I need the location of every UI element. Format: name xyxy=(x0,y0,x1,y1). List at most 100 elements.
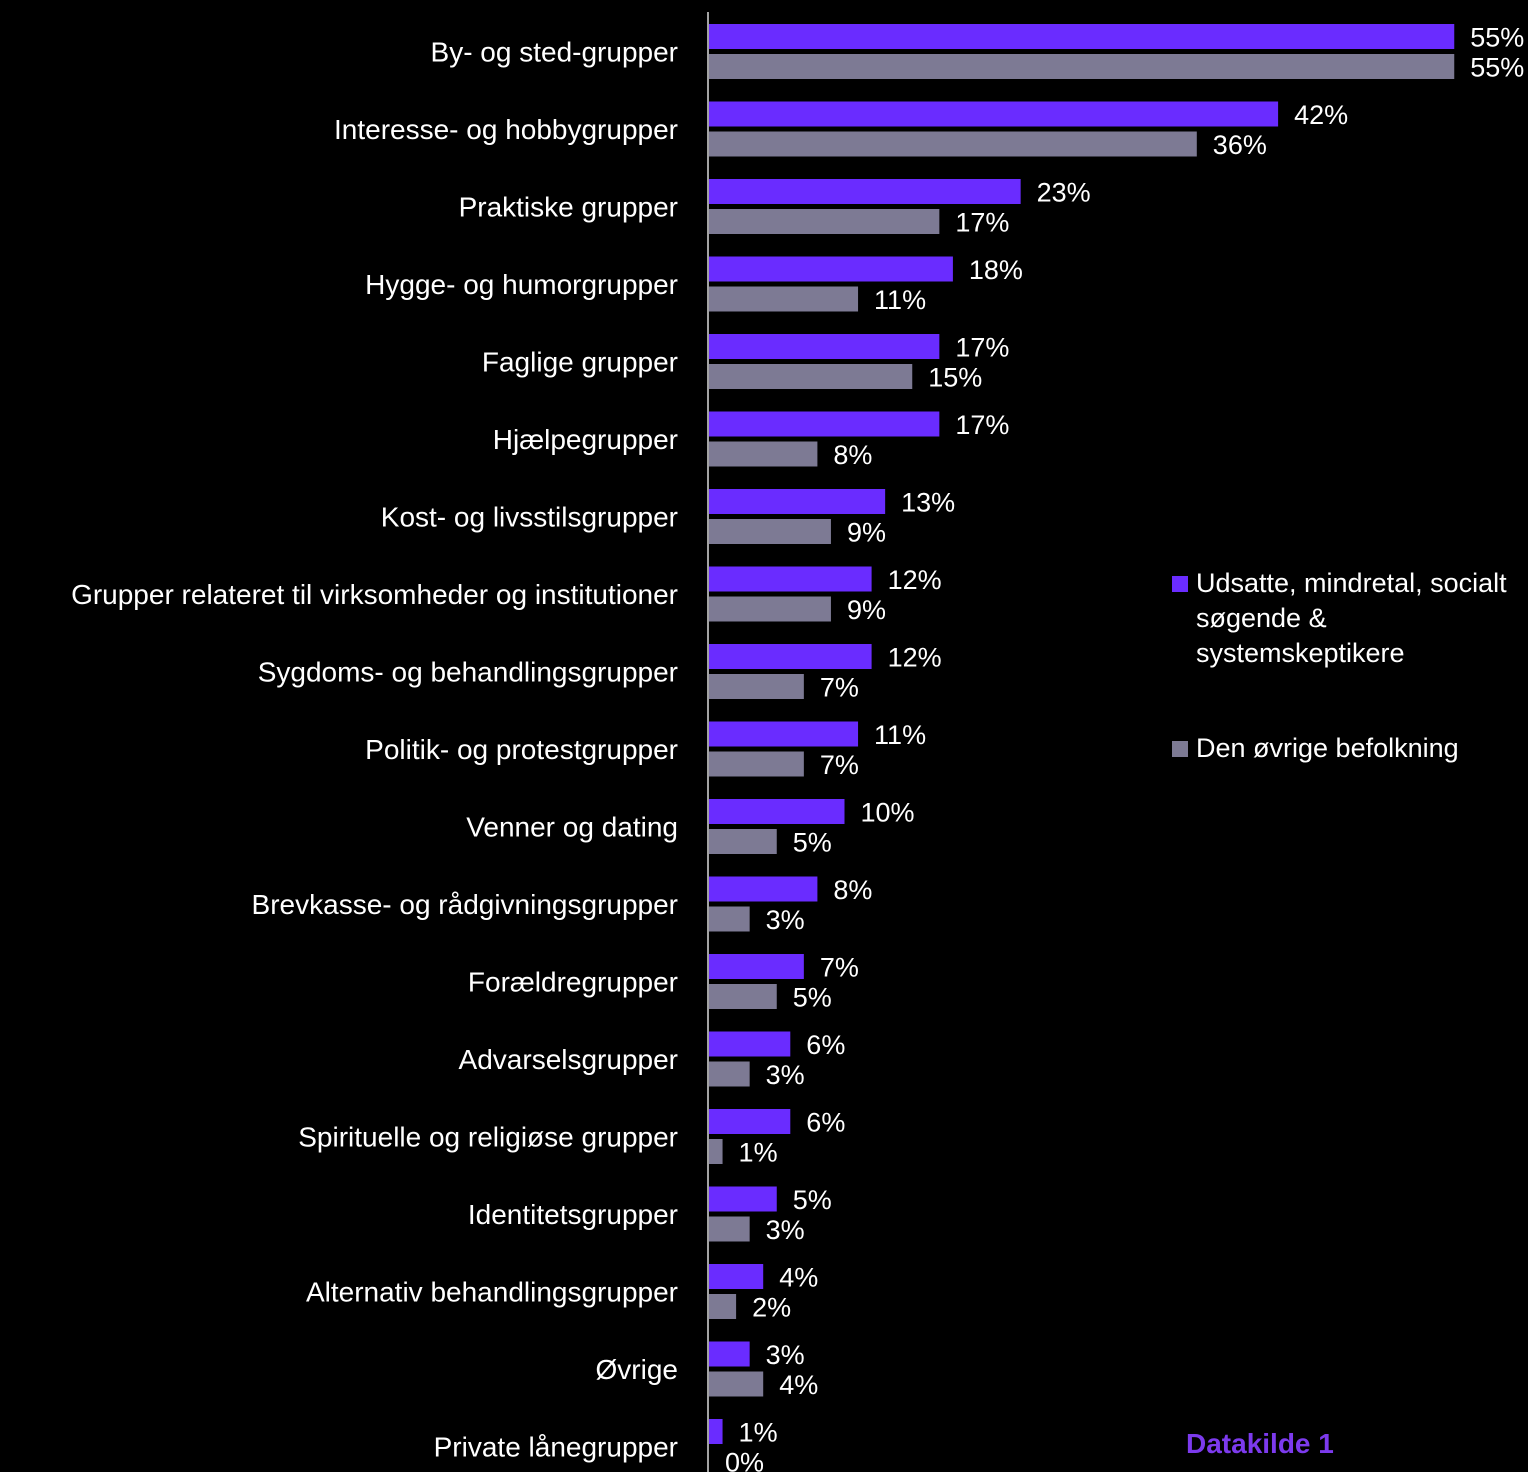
data-label-series-1: 13% xyxy=(901,488,955,518)
category-label: Faglige grupper xyxy=(482,347,678,378)
data-label-series-2: 36% xyxy=(1213,130,1267,160)
category-label: Sygdoms- og behandlingsgrupper xyxy=(258,657,678,688)
data-label-series-2: 3% xyxy=(766,1215,805,1245)
bar-series-2 xyxy=(709,596,831,622)
data-label-series-2: 5% xyxy=(793,828,832,858)
bar-series-2 xyxy=(709,1139,723,1164)
bar-series-2 xyxy=(709,364,913,389)
category-label: Forældregrupper xyxy=(468,967,678,998)
category-label: Praktiske grupper xyxy=(459,192,678,223)
bar-series-2 xyxy=(709,131,1197,157)
bar-series-2 xyxy=(709,209,940,234)
data-label-series-1: 12% xyxy=(888,565,942,595)
category-label: Private lånegrupper xyxy=(434,1432,678,1463)
category-label: Øvrige xyxy=(596,1354,678,1385)
data-label-series-2: 17% xyxy=(955,208,1009,238)
category-label: Brevkasse- og rådgivningsgrupper xyxy=(252,889,678,920)
data-label-series-1: 4% xyxy=(779,1263,818,1293)
data-label-series-2: 11% xyxy=(874,285,926,315)
data-label-series-1: 5% xyxy=(793,1185,832,1215)
bar-series-2 xyxy=(709,286,859,312)
data-label-series-2: 15% xyxy=(928,363,982,393)
category-label: Spirituelle og religiøse grupper xyxy=(298,1122,678,1153)
data-label-series-2: 2% xyxy=(752,1293,791,1323)
data-label-series-1: 17% xyxy=(955,410,1009,440)
data-label-series-1: 8% xyxy=(833,875,872,905)
data-label-series-2: 0% xyxy=(725,1448,764,1472)
data-label-series-1: 1% xyxy=(739,1418,778,1448)
data-label-series-1: 12% xyxy=(888,643,942,673)
bar-series-1 xyxy=(709,876,818,902)
bar-series-1 xyxy=(709,411,940,437)
legend-entry-series-1: Udsatte, mindretal, socialt søgende & sy… xyxy=(1172,566,1522,671)
data-label-series-2: 1% xyxy=(739,1138,778,1168)
data-label-series-1: 55% xyxy=(1470,23,1524,53)
bar-series-2 xyxy=(709,829,777,854)
bar-series-1 xyxy=(709,721,859,747)
bar-series-1 xyxy=(709,334,940,359)
data-label-series-1: 42% xyxy=(1294,100,1348,130)
legend-label-series-2: Den øvrige befolkning xyxy=(1196,733,1459,763)
data-label-series-1: 6% xyxy=(806,1030,845,1060)
data-label-series-2: 55% xyxy=(1470,53,1524,83)
data-label-series-1: 11% xyxy=(874,720,926,750)
bar-series-2 xyxy=(709,441,818,467)
bar-series-1 xyxy=(709,101,1279,127)
data-label-series-2: 9% xyxy=(847,595,886,625)
category-label: Alternativ behandlingsgrupper xyxy=(306,1277,678,1308)
data-label-series-1: 3% xyxy=(766,1340,805,1370)
data-label-series-1: 10% xyxy=(861,798,915,828)
bar-series-1 xyxy=(709,179,1021,204)
category-label: Venner og dating xyxy=(466,812,678,843)
data-label-series-2: 9% xyxy=(847,518,886,548)
bar-series-1 xyxy=(709,954,804,979)
bar-series-2 xyxy=(709,674,804,699)
legend-label-series-1: Udsatte, mindretal, socialt søgende & sy… xyxy=(1196,568,1507,668)
bar-series-1 xyxy=(709,256,953,282)
bar-series-1 xyxy=(709,1031,791,1057)
bar-series-1 xyxy=(709,799,845,824)
data-label-series-1: 17% xyxy=(955,333,1009,363)
data-label-series-2: 3% xyxy=(766,1060,805,1090)
category-label: Hjælpegrupper xyxy=(493,424,678,455)
bar-series-1 xyxy=(709,489,886,514)
bar-series-2 xyxy=(709,1216,750,1242)
data-label-series-2: 3% xyxy=(766,905,805,935)
bar-series-2 xyxy=(709,906,750,932)
bar-series-1 xyxy=(709,1419,723,1444)
data-label-series-2: 7% xyxy=(820,750,859,780)
data-label-series-2: 4% xyxy=(779,1370,818,1400)
category-label: Kost- og livsstilsgrupper xyxy=(381,502,678,533)
bar-series-2 xyxy=(709,1371,764,1397)
data-label-series-1: 6% xyxy=(806,1108,845,1138)
data-label-series-1: 23% xyxy=(1037,178,1091,208)
data-label-series-2: 7% xyxy=(820,673,859,703)
bar-series-1 xyxy=(709,644,872,669)
category-label: Grupper relateret til virksomheder og in… xyxy=(71,579,678,610)
category-label: Identitetsgrupper xyxy=(468,1199,678,1230)
bar-series-2 xyxy=(709,54,1455,79)
bar-series-1 xyxy=(709,1264,764,1289)
data-label-series-2: 5% xyxy=(793,983,832,1013)
bar-series-2 xyxy=(709,1294,737,1319)
bar-series-1 xyxy=(709,566,872,592)
bar-series-1 xyxy=(709,1186,777,1212)
legend-entry-series-2: Den øvrige befolkning xyxy=(1172,731,1522,766)
bar-series-1 xyxy=(709,1109,791,1134)
source-note: Datakilde 1 xyxy=(1186,1428,1334,1459)
bar-series-1 xyxy=(709,1341,750,1367)
legend: Udsatte, mindretal, socialt søgende & sy… xyxy=(1172,566,1522,766)
bar-series-1 xyxy=(709,24,1455,49)
category-label: Politik- og protestgrupper xyxy=(365,734,678,765)
category-label: Advarselsgrupper xyxy=(459,1044,678,1075)
category-label: Interesse- og hobbygrupper xyxy=(334,114,678,145)
legend-swatch-series-1 xyxy=(1172,576,1188,592)
data-label-series-1: 7% xyxy=(820,953,859,983)
bar-series-2 xyxy=(709,1061,750,1087)
legend-swatch-series-2 xyxy=(1172,741,1188,757)
bar-series-2 xyxy=(709,984,777,1009)
category-label: By- og sted-grupper xyxy=(431,37,678,68)
data-label-series-1: 18% xyxy=(969,255,1023,285)
